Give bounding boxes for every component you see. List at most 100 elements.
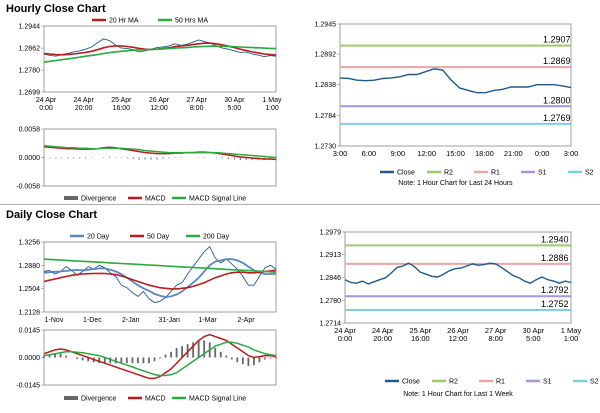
daily-week-ytick-label: 1.2714 <box>320 321 342 328</box>
hourly-macd-ytick-label: 0.0058 <box>19 127 41 134</box>
daily-price-ytick-label: 1.2128 <box>19 310 41 317</box>
hourly-macd-line <box>43 145 277 161</box>
daily-section-title: Daily Close Chart <box>6 209 98 221</box>
daily-price-series-200-day <box>43 258 277 273</box>
daily-macd-ytick-label: 0.0145 <box>19 328 41 335</box>
hourly-price-ytick-label: 1.2699 <box>19 90 41 97</box>
daily-legend-200day-label: 200 Day <box>203 234 230 241</box>
daily-macd-ytick-label: -0.0145 <box>16 383 40 390</box>
daily-price-xtick-label: 2-Jan <box>122 317 140 324</box>
hourly-price-series-50-hrs-ma <box>43 45 277 63</box>
daily-price-series-20-day <box>43 258 276 298</box>
daily-price-xtick-label: 1-Dec <box>83 317 102 324</box>
hourly-24h-legend-s2-label: S2 <box>585 170 594 177</box>
hourly-price-xtick-label: 26 Apr 12:00 <box>149 97 170 112</box>
hourly-24h-level-label-s1: 1.2800 <box>543 95 571 105</box>
daily-week-legend-r2-label: R2 <box>449 379 458 386</box>
daily-week-ytick-label: 1.2846 <box>320 275 342 282</box>
hourly-signal-line <box>43 144 277 159</box>
hourly-price-xtick-label: 27 Apr 8:00 <box>187 97 208 112</box>
daily-macd-ytick-label: 0.0000 <box>19 355 41 362</box>
daily-signal-line <box>43 341 277 377</box>
hourly-legend-signal-label: MACD Signal Line <box>189 196 246 203</box>
hourly-24h-close-line <box>339 68 572 94</box>
daily-week-xtick-label: 24 Apr 0:00 <box>334 326 356 343</box>
section-divider <box>0 204 600 205</box>
daily-price-xtick-label: 31-Jan <box>158 317 180 324</box>
hourly-price-ytick-label: 1.2862 <box>19 46 41 53</box>
daily-price-series-50-day <box>43 269 277 290</box>
hourly-macd-ytick-label: -0.0058 <box>16 184 40 191</box>
daily-week-xtick-label: 1 May 1:00 <box>561 326 582 343</box>
daily-legend-signal-label: MACD Signal Line <box>189 396 246 403</box>
daily-week-ytick-label: 1.2979 <box>320 230 342 237</box>
daily-legend-divergence-label: Divergence <box>81 396 117 403</box>
daily-week-xtick-label: 25 Apr 16:00 <box>409 326 431 343</box>
daily-price-xtick-label: 2-Apr <box>237 317 255 324</box>
hourly-price-xtick-label: 24 Apr 20:00 <box>74 97 95 112</box>
hourly-24h-legend-s1-label: S1 <box>538 170 547 177</box>
daily-week-xtick-label: 26 Apr 12:00 <box>447 326 469 343</box>
daily-price-ytick-label: 1.2504 <box>19 286 41 293</box>
hourly-24h-legend-r1-label: R1 <box>491 170 500 177</box>
daily-price-series-close <box>43 245 277 304</box>
hourly-price-xtick-label: 25 Apr 16:00 <box>111 97 132 112</box>
daily-week-xtick-label: 27 Apr 8:00 <box>485 326 507 343</box>
hourly-24h-legend-close-label: Close <box>397 170 415 177</box>
hourly-24h-xtick-label: 0:00 <box>535 149 550 158</box>
hourly-24h-ytick-label: 1.2945 <box>315 22 337 29</box>
daily-legend-macd-label: MACD <box>145 396 166 403</box>
daily-week-close-line <box>344 262 572 285</box>
hourly-24h-ytick-label: 1.2784 <box>315 113 337 120</box>
daily-price-ytick-label: 1.2880 <box>19 263 41 270</box>
hourly-legend-macd-label: MACD <box>145 196 166 203</box>
hourly-24h-xtick-label: 21:00 <box>504 149 523 158</box>
hourly-macd-ytick-label: 0.0000 <box>19 155 41 162</box>
hourly-price-ytick-label: 1.2780 <box>19 68 41 75</box>
hourly-24h-xtick-label: 3:00 <box>333 149 348 158</box>
daily-macd-line <box>43 333 277 380</box>
hourly-24h-xtick-label: 15:00 <box>446 149 465 158</box>
daily-week-legend-close-label: Close <box>402 379 420 386</box>
hourly-24h-legend-r2-label: R2 <box>444 170 453 177</box>
hourly-24h-ytick-label: 1.2838 <box>315 82 337 89</box>
hourly-section-title: Hourly Close Chart <box>6 3 106 15</box>
daily-week-note: Note: 1 Hour Chart for Last 1 Week <box>403 391 513 398</box>
hourly-24h-xtick-label: 12:00 <box>417 149 436 158</box>
daily-week-ytick-label: 1.2913 <box>320 252 342 259</box>
hourly-price-xtick-label: 24 Apr 0:00 <box>36 97 57 112</box>
hourly-price-frame <box>43 25 277 93</box>
hourly-24h-note: Note: 1 Hour Chart for Last 24 Hours <box>398 180 513 187</box>
hourly-24h-ytick-label: 1.2892 <box>315 52 337 59</box>
hourly-legend-divergence-label: Divergence <box>81 196 117 203</box>
daily-week-level-label-r2: 1.2940 <box>541 234 569 244</box>
hourly-price-xtick-label: 30 Apr 5:00 <box>224 97 245 112</box>
daily-week-legend-r1-label: R1 <box>496 379 505 386</box>
daily-price-xtick-label: 1-Nov <box>45 317 64 324</box>
daily-week-ytick-label: 1.2780 <box>320 298 342 305</box>
daily-price-frame <box>43 241 277 313</box>
hourly-24h-xtick-label: 9:00 <box>390 149 405 158</box>
hourly-price-ytick-label: 1.2944 <box>19 24 41 31</box>
daily-week-legend-s2-label: S2 <box>590 379 599 386</box>
hourly-legend-50hr-label: 50 Hrs MA <box>175 18 208 25</box>
daily-price-xtick-label: 1-Mar <box>198 317 217 324</box>
daily-legend-50day-label: 50 Day <box>147 234 170 241</box>
hourly-24h-level-label-r1: 1.2869 <box>543 56 571 66</box>
daily-week-level-label-s1: 1.2792 <box>541 285 569 295</box>
hourly-24h-level-label-s2: 1.2769 <box>543 113 571 123</box>
daily-week-xtick-label: 30 Apr 5:00 <box>522 326 544 343</box>
daily-legend-20day-label: 20 Day <box>87 234 110 241</box>
hourly-24h-xtick-label: 3:00 <box>564 149 579 158</box>
hourly-24h-ytick-label: 1.2730 <box>315 144 337 151</box>
daily-week-level-label-r1: 1.2886 <box>541 253 569 263</box>
daily-price-ytick-label: 1.3256 <box>19 240 41 247</box>
daily-week-legend-s1-label: S1 <box>543 379 552 386</box>
hourly-price-xtick-label: 1 May 1:00 <box>262 97 282 112</box>
daily-week-level-label-s2: 1.2752 <box>541 299 569 309</box>
hourly-24h-level-label-r2: 1.2907 <box>543 35 571 45</box>
hourly-24h-xtick-label: 6:00 <box>362 149 377 158</box>
hourly-legend-20hr-label: 20 Hr MA <box>109 18 139 25</box>
hourly-24h-xtick-label: 18:00 <box>475 149 494 158</box>
